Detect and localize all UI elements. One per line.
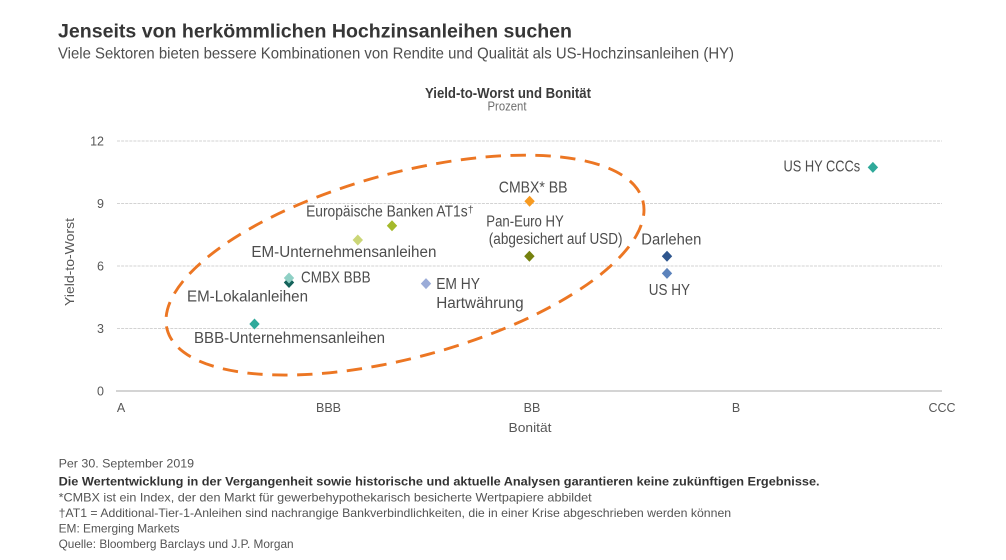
svg-text:US HY: US HY [649,282,690,299]
svg-text:Pan-Euro HY: Pan-Euro HY [486,214,564,231]
svg-text:A: A [117,401,126,415]
svg-text:Jenseits von herkömmlichen Hoc: Jenseits von herkömmlichen Hochzinsanlei… [58,22,572,43]
svg-text:EM HY: EM HY [436,276,480,293]
svg-text:*CMBX ist ein Index, der den M: *CMBX ist ein Index, der den Markt für g… [59,490,593,504]
svg-text:Bonität: Bonität [509,420,552,435]
svg-text:Quelle: Bloomberg Barclays und: Quelle: Bloomberg Barclays und J.P. Morg… [59,537,294,551]
svg-text:Prozent: Prozent [488,100,527,114]
svg-text:Viele Sektoren bieten bessere: Viele Sektoren bieten bessere Kombinatio… [58,46,734,63]
svg-text:EM-Unternehmensanleihen: EM-Unternehmensanleihen [251,244,436,261]
svg-text:Yield-to-Worst und Bonität: Yield-to-Worst und Bonität [425,86,591,102]
svg-text:EM: Emerging Markets: EM: Emerging Markets [59,522,180,536]
svg-text:3: 3 [97,322,104,336]
svg-text:CMBX BBB: CMBX BBB [301,270,371,287]
svg-text:†: † [468,204,474,216]
svg-text:BB: BB [524,401,541,415]
svg-text:9: 9 [97,197,104,211]
svg-text:Darlehen: Darlehen [641,232,701,249]
svg-text:Per 30. September 2019: Per 30. September 2019 [59,457,195,471]
svg-text:Die Wertentwicklung in der Ver: Die Wertentwicklung in der Vergangenheit… [59,475,820,489]
svg-text:0: 0 [97,385,104,399]
svg-text:Hartwährung: Hartwährung [436,295,524,312]
svg-text:B: B [732,401,740,415]
svg-text:EM-Lokalanleihen: EM-Lokalanleihen [187,289,308,306]
svg-text:12: 12 [90,135,104,149]
svg-text:(abgesichert auf USD): (abgesichert auf USD) [489,231,623,248]
svg-text:US HY CCCs: US HY CCCs [784,159,861,176]
svg-text:CMBX* BB: CMBX* BB [499,180,568,197]
svg-text:Europäische Banken AT1s: Europäische Banken AT1s [306,204,468,221]
svg-text:CCC: CCC [928,401,955,415]
svg-text:6: 6 [97,260,104,274]
svg-text:BBB-Unternehmensanleihen: BBB-Unternehmensanleihen [194,330,385,347]
svg-text:BBB: BBB [316,401,341,415]
svg-text:Yield-to-Worst: Yield-to-Worst [62,218,77,306]
svg-text:†AT1 = Additional-Tier-1-Anlei: †AT1 = Additional-Tier-1-Anleihen sind n… [59,506,732,520]
